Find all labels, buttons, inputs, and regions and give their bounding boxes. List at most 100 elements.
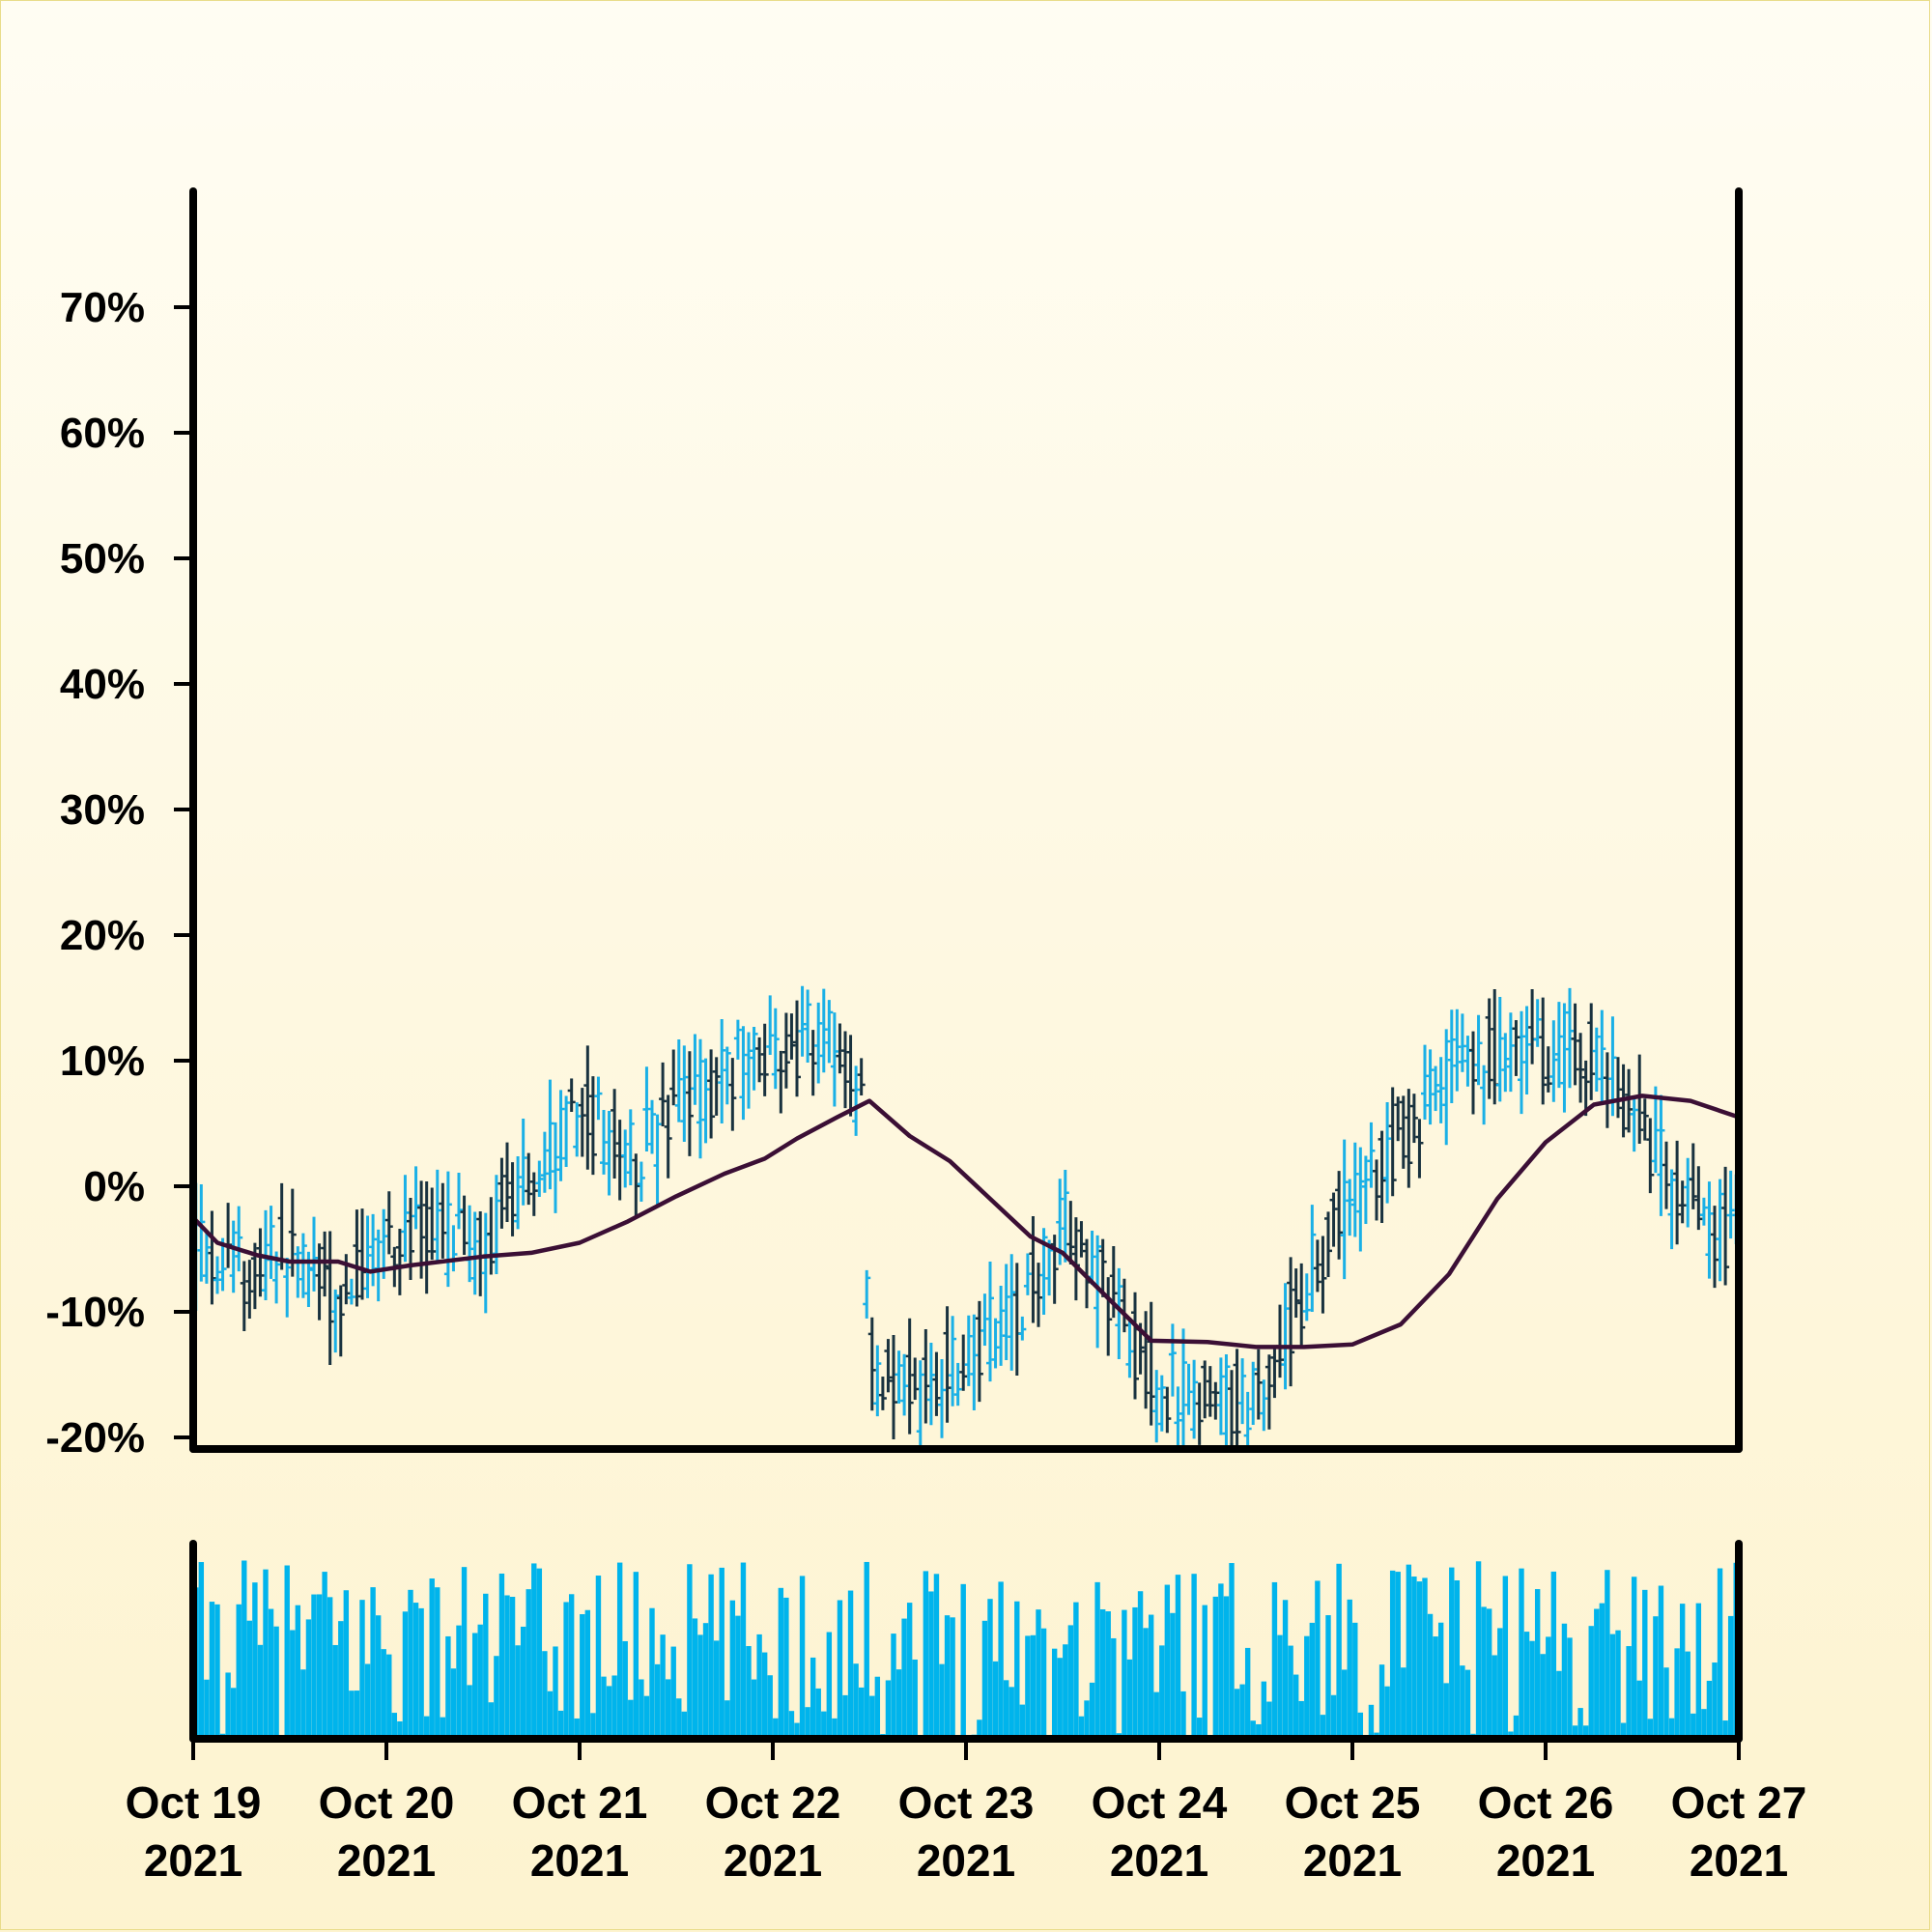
volume-bar-124 xyxy=(858,1687,865,1739)
volume-bar-241 xyxy=(1486,1608,1492,1739)
volume-bar-205 xyxy=(1293,1674,1299,1739)
volume-bar-99 xyxy=(724,1700,730,1739)
x-tick-label-year: 2021 xyxy=(917,1835,1015,1886)
volume-bar-233 xyxy=(1443,1683,1449,1739)
volume-bar-90 xyxy=(676,1698,682,1739)
volume-bar-179 xyxy=(1153,1691,1159,1739)
volume-bar-1 xyxy=(198,1562,205,1739)
volume-bar-225 xyxy=(1401,1667,1406,1739)
volume-bar-166 xyxy=(1084,1700,1090,1739)
volume-bar-35 xyxy=(381,1649,386,1739)
volume-bar-270 xyxy=(1642,1589,1648,1739)
volume-bar-106 xyxy=(761,1652,768,1739)
volume-bar-92 xyxy=(687,1564,693,1739)
volume-bar-40 xyxy=(408,1589,413,1739)
volume-bar-154 xyxy=(1019,1704,1026,1739)
volume-bar-161 xyxy=(1057,1658,1063,1739)
volume-bar-33 xyxy=(370,1587,376,1739)
volume-bar-74 xyxy=(590,1713,596,1739)
volume-bar-125 xyxy=(864,1561,869,1739)
volume-bar-151 xyxy=(1003,1680,1009,1739)
volume-bar-64 xyxy=(536,1568,543,1739)
volume-bar-80 xyxy=(622,1640,628,1739)
volume-bar-264 xyxy=(1609,1634,1616,1739)
volume-bar-236 xyxy=(1460,1665,1465,1739)
volume-bar-119 xyxy=(832,1718,838,1739)
volume-bar-286 xyxy=(1727,1615,1734,1739)
volume-bar-284 xyxy=(1717,1568,1723,1739)
volume-bar-66 xyxy=(547,1690,554,1739)
volume-bar-43 xyxy=(423,1716,430,1739)
volume-bar-235 xyxy=(1454,1579,1461,1739)
volume-bar-8 xyxy=(236,1604,242,1739)
volume-bar-227 xyxy=(1411,1577,1417,1739)
volume-bar-178 xyxy=(1148,1614,1154,1739)
y-tick-label: 50% xyxy=(60,535,145,582)
volume-bar-147 xyxy=(981,1620,988,1739)
volume-bar-130 xyxy=(891,1634,896,1739)
y-tick-label: 0% xyxy=(83,1163,145,1210)
volume-bar-140 xyxy=(944,1615,951,1739)
volume-bar-232 xyxy=(1437,1622,1444,1739)
volume-bar-67 xyxy=(553,1646,558,1739)
y-tick-label: 10% xyxy=(60,1037,145,1085)
volume-bar-78 xyxy=(611,1675,617,1739)
volume-bar-56 xyxy=(494,1656,499,1739)
volume-bar-137 xyxy=(928,1591,934,1739)
volume-bar-269 xyxy=(1636,1680,1642,1739)
volume-bar-70 xyxy=(568,1594,575,1739)
volume-bar-277 xyxy=(1679,1604,1686,1739)
volume-bar-259 xyxy=(1582,1725,1589,1739)
volume-bar-46 xyxy=(440,1717,446,1739)
volume-bar-26 xyxy=(332,1644,338,1739)
volume-bar-23 xyxy=(316,1594,323,1739)
volume-bar-104 xyxy=(751,1679,757,1739)
x-tick-label-date: Oct 23 xyxy=(898,1777,1035,1828)
volume-bar-38 xyxy=(397,1720,403,1739)
volume-bar-57 xyxy=(498,1573,505,1739)
volume-bar-102 xyxy=(740,1562,747,1739)
volume-bar-273 xyxy=(1658,1585,1664,1739)
volume-bar-243 xyxy=(1497,1628,1503,1739)
volume-bar-120 xyxy=(837,1600,843,1739)
axis-frame xyxy=(189,187,1743,1743)
volume-bar-209 xyxy=(1315,1580,1321,1739)
x-tick-label-year: 2021 xyxy=(530,1835,629,1886)
volume-bar-253 xyxy=(1550,1571,1557,1739)
volume-bar-246 xyxy=(1513,1715,1520,1739)
volume-bar-181 xyxy=(1164,1584,1171,1739)
volume-bar-45 xyxy=(435,1587,440,1739)
volume-bar-213 xyxy=(1336,1563,1342,1739)
volume-bar-48 xyxy=(450,1668,457,1739)
volume-bar-266 xyxy=(1620,1722,1627,1739)
y-tick-label: 30% xyxy=(60,786,145,834)
x-tick-label-date: Oct 27 xyxy=(1671,1777,1807,1828)
volume-bar-133 xyxy=(906,1603,913,1739)
volume-bar-115 xyxy=(810,1657,816,1739)
volume-bar-79 xyxy=(616,1562,623,1739)
volume-bar-51 xyxy=(467,1685,472,1739)
volume-bar-148 xyxy=(987,1599,993,1739)
volume-bar-114 xyxy=(805,1707,810,1739)
y-tick-label: 70% xyxy=(60,284,145,331)
x-tick-label-date: Oct 25 xyxy=(1285,1777,1421,1828)
volume-bar-28 xyxy=(343,1590,350,1739)
volume-bar-11 xyxy=(252,1582,258,1739)
volume-bar-158 xyxy=(1040,1628,1047,1739)
volume-bar-9 xyxy=(242,1560,247,1739)
volume-bar-12 xyxy=(257,1644,264,1739)
volume-bar-93 xyxy=(692,1618,698,1739)
volume-bar-217 xyxy=(1357,1712,1364,1739)
volume-bar-260 xyxy=(1588,1626,1594,1739)
volume-bar-197 xyxy=(1250,1720,1256,1739)
volume-bar-117 xyxy=(821,1711,827,1739)
volume-bar-153 xyxy=(1014,1601,1020,1739)
volume-bar-285 xyxy=(1722,1720,1728,1739)
volume-bar-116 xyxy=(815,1688,821,1739)
price-panel xyxy=(191,985,1741,1449)
volume-bar-157 xyxy=(1036,1609,1041,1739)
volume-bar-214 xyxy=(1341,1669,1348,1739)
x-tick-label-date: Oct 24 xyxy=(1092,1777,1228,1828)
volume-bar-251 xyxy=(1540,1654,1546,1739)
x-tick-label-date: Oct 20 xyxy=(319,1777,455,1828)
